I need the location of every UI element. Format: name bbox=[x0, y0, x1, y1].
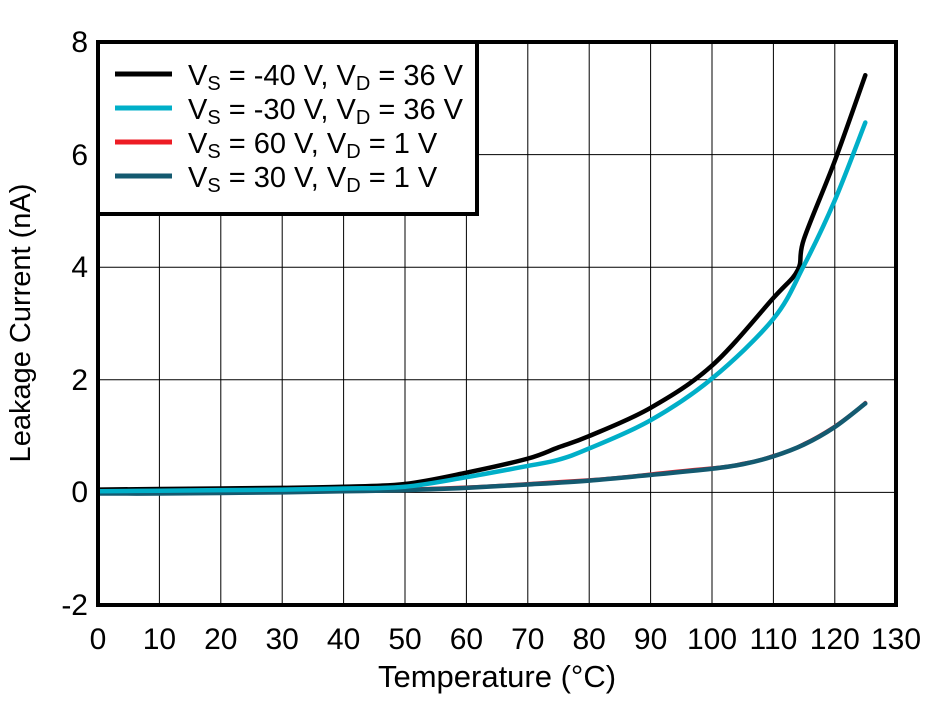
svg-text:Temperature (°C): Temperature (°C) bbox=[378, 659, 616, 694]
svg-text:50: 50 bbox=[388, 623, 421, 656]
svg-text:Leakage Current (nA): Leakage Current (nA) bbox=[5, 184, 37, 463]
svg-text:130: 130 bbox=[871, 623, 921, 656]
svg-text:60: 60 bbox=[450, 623, 483, 656]
svg-text:30: 30 bbox=[266, 623, 299, 656]
svg-text:90: 90 bbox=[634, 623, 667, 656]
svg-text:2: 2 bbox=[71, 364, 88, 397]
svg-text:70: 70 bbox=[511, 623, 544, 656]
svg-text:VS = -40 V, VD = 36 V: VS = -40 V, VD = 36 V bbox=[188, 60, 464, 95]
svg-text:80: 80 bbox=[573, 623, 606, 656]
svg-text:-2: -2 bbox=[61, 589, 88, 622]
svg-text:10: 10 bbox=[143, 623, 176, 656]
svg-text:6: 6 bbox=[71, 139, 88, 172]
svg-text:VS = -30 V, VD = 36 V: VS = -30 V, VD = 36 V bbox=[188, 94, 464, 129]
svg-text:0: 0 bbox=[90, 623, 107, 656]
svg-text:110: 110 bbox=[749, 623, 797, 656]
svg-text:20: 20 bbox=[204, 623, 237, 656]
svg-text:4: 4 bbox=[71, 251, 88, 284]
svg-text:40: 40 bbox=[327, 623, 360, 656]
svg-text:100: 100 bbox=[687, 623, 737, 656]
svg-text:0: 0 bbox=[71, 476, 88, 509]
svg-text:120: 120 bbox=[810, 623, 860, 656]
svg-text:8: 8 bbox=[71, 26, 88, 59]
svg-text:VS = 60 V, VD = 1 V: VS = 60 V, VD = 1 V bbox=[188, 128, 438, 163]
svg-text:VS = 30 V, VD = 1 V: VS = 30 V, VD = 1 V bbox=[188, 162, 438, 197]
